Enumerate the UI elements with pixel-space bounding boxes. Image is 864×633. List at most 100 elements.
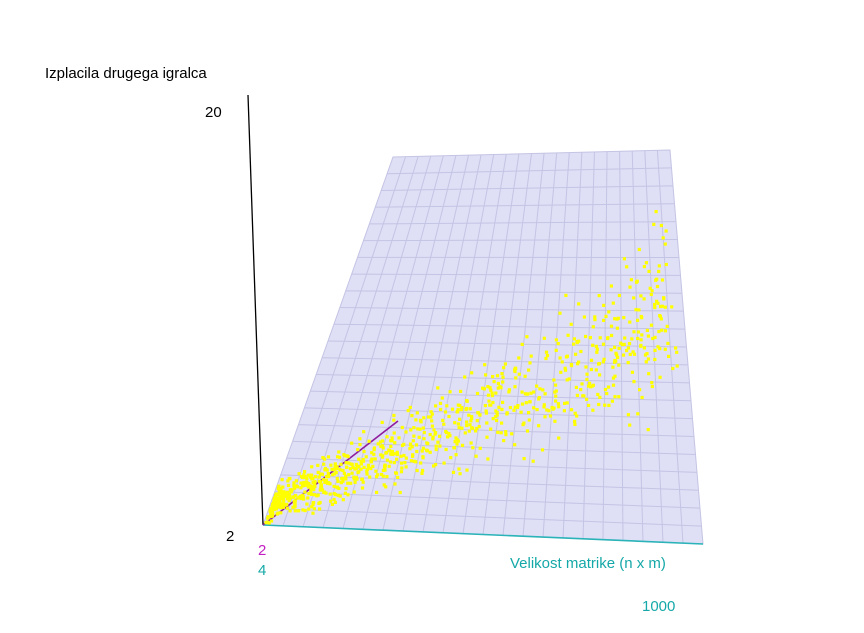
data-point (542, 336, 546, 340)
data-point (422, 437, 426, 441)
data-point (338, 468, 342, 472)
data-point (517, 372, 521, 376)
data-point (292, 481, 296, 485)
data-point (434, 404, 438, 408)
data-point (495, 411, 499, 415)
data-point (661, 236, 665, 240)
data-point (563, 368, 568, 372)
data-point (436, 386, 440, 390)
data-point (579, 349, 583, 354)
data-point (438, 434, 442, 438)
data-point (378, 440, 383, 444)
data-point (305, 502, 309, 506)
data-point (448, 434, 452, 438)
data-point (375, 475, 379, 479)
data-point (399, 470, 404, 474)
grid-line-v (351, 273, 681, 276)
data-point (582, 315, 586, 319)
data-point (544, 356, 548, 361)
data-point (632, 380, 636, 384)
data-point (287, 493, 291, 497)
data-point (303, 483, 307, 487)
data-point (442, 422, 446, 426)
data-point (611, 301, 615, 305)
data-point (381, 446, 385, 450)
data-point (383, 468, 387, 472)
data-point (497, 405, 501, 409)
data-point (622, 342, 626, 346)
data-point (327, 475, 331, 479)
data-point (372, 446, 376, 450)
data-point (344, 487, 348, 491)
data-point (313, 484, 317, 489)
data-point (573, 411, 577, 415)
data-point (387, 464, 391, 468)
data-point (380, 472, 384, 477)
data-point (535, 384, 539, 388)
data-point (642, 297, 646, 301)
data-point (329, 463, 333, 467)
data-point (645, 352, 649, 356)
data-point (396, 475, 400, 479)
data-point (333, 464, 337, 468)
data-point (550, 405, 554, 410)
data-point (278, 497, 282, 501)
data-point (458, 472, 462, 476)
data-point (362, 465, 366, 469)
data-point (404, 430, 408, 434)
data-point (385, 451, 389, 455)
data-point (584, 365, 588, 369)
data-point (418, 427, 422, 431)
data-point (392, 431, 396, 435)
data-point (457, 426, 461, 430)
data-point (609, 348, 613, 352)
data-point (625, 265, 629, 269)
data-point (399, 454, 403, 458)
data-point (660, 328, 664, 332)
data-point (483, 363, 487, 367)
data-point (281, 496, 285, 501)
data-point (309, 490, 313, 494)
data-point (656, 301, 660, 305)
data-point (367, 465, 371, 469)
data-point (589, 367, 593, 372)
data-point (613, 395, 617, 399)
data-point (316, 493, 320, 497)
data-point (636, 336, 640, 341)
data-point (301, 508, 305, 512)
data-point (597, 402, 601, 407)
data-point (554, 348, 558, 352)
data-point (430, 419, 434, 423)
data-point (475, 419, 479, 423)
data-point (657, 329, 661, 334)
data-point (266, 515, 271, 519)
data-point (586, 384, 591, 388)
data-point (584, 334, 588, 339)
data-point (459, 408, 463, 412)
data-point (476, 411, 480, 415)
x-tick-label-max: 1000 (642, 598, 675, 615)
data-point (433, 432, 437, 436)
data-point (375, 490, 379, 494)
data-point (659, 223, 663, 228)
data-point (491, 417, 495, 421)
data-point (271, 502, 275, 506)
data-point (419, 420, 423, 424)
data-point (605, 391, 609, 396)
data-point (324, 475, 329, 479)
data-point (515, 405, 520, 410)
data-point (412, 459, 416, 463)
data-point (393, 482, 397, 486)
data-point (598, 395, 602, 399)
data-point (496, 381, 500, 386)
data-point (567, 377, 571, 381)
data-point (665, 324, 669, 328)
data-point (455, 442, 459, 446)
data-point (645, 328, 649, 332)
data-point (359, 462, 363, 466)
data-point (351, 465, 355, 470)
data-point (309, 475, 313, 479)
data-point (664, 229, 668, 233)
data-point (337, 450, 341, 454)
data-point (468, 423, 472, 427)
